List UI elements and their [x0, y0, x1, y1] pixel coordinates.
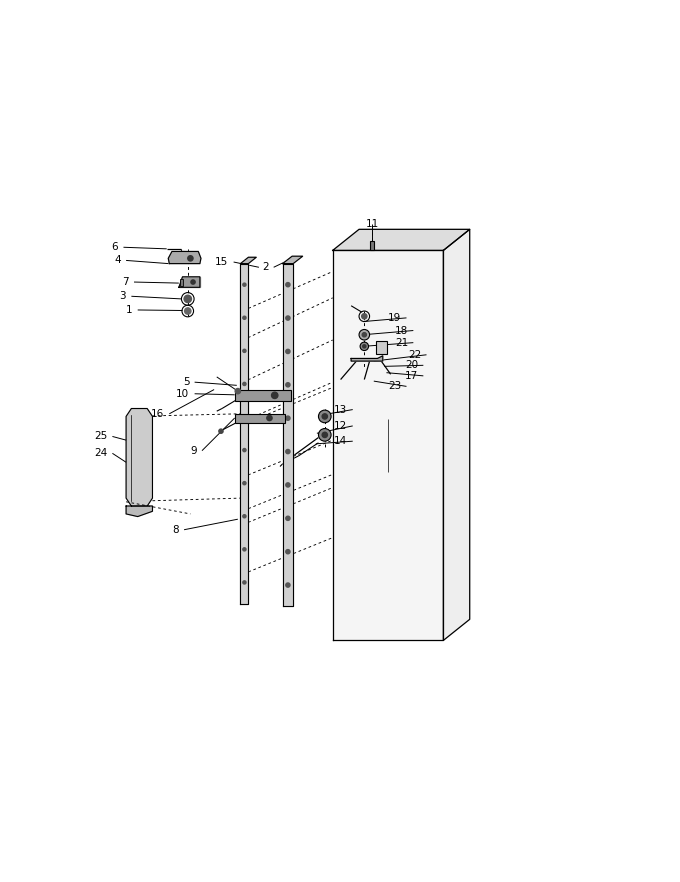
- Polygon shape: [333, 250, 443, 640]
- Text: 25: 25: [94, 431, 107, 442]
- Polygon shape: [283, 256, 303, 264]
- Circle shape: [286, 549, 290, 554]
- Text: 18: 18: [395, 325, 408, 335]
- Text: 12: 12: [334, 421, 347, 431]
- Polygon shape: [351, 355, 383, 361]
- Circle shape: [286, 450, 290, 453]
- Text: 9: 9: [190, 445, 197, 456]
- Polygon shape: [168, 251, 201, 264]
- Circle shape: [286, 349, 290, 354]
- Circle shape: [219, 429, 223, 433]
- Circle shape: [243, 283, 246, 287]
- Polygon shape: [179, 277, 200, 288]
- Polygon shape: [126, 408, 152, 506]
- Text: 4: 4: [114, 256, 121, 265]
- Bar: [180, 251, 184, 256]
- Text: 7: 7: [122, 277, 129, 287]
- Circle shape: [359, 330, 370, 340]
- Circle shape: [243, 415, 246, 419]
- Circle shape: [188, 256, 193, 261]
- Text: 21: 21: [395, 338, 408, 348]
- Circle shape: [286, 416, 290, 421]
- Circle shape: [243, 349, 246, 353]
- Circle shape: [243, 515, 246, 518]
- Circle shape: [286, 316, 290, 320]
- Bar: [370, 241, 374, 250]
- Text: 14: 14: [334, 437, 347, 446]
- Bar: [235, 390, 290, 400]
- Polygon shape: [241, 264, 248, 603]
- Circle shape: [322, 432, 327, 437]
- Circle shape: [184, 308, 191, 314]
- Circle shape: [243, 316, 246, 319]
- Text: 22: 22: [408, 350, 421, 360]
- Circle shape: [360, 342, 369, 350]
- Bar: [180, 280, 183, 286]
- Polygon shape: [283, 264, 293, 606]
- Circle shape: [243, 449, 246, 452]
- Text: 1: 1: [126, 305, 133, 315]
- Circle shape: [322, 414, 327, 419]
- Circle shape: [243, 548, 246, 551]
- Text: 13: 13: [334, 405, 347, 415]
- Bar: [235, 414, 286, 423]
- Text: 24: 24: [94, 448, 107, 459]
- Text: 6: 6: [112, 243, 118, 252]
- Circle shape: [184, 295, 192, 303]
- Text: 10: 10: [176, 389, 189, 399]
- Circle shape: [362, 345, 366, 348]
- Text: 8: 8: [172, 525, 179, 534]
- Text: 17: 17: [405, 370, 418, 381]
- Bar: [377, 341, 387, 355]
- Circle shape: [362, 333, 367, 337]
- Text: 16: 16: [151, 408, 164, 419]
- Circle shape: [243, 581, 246, 584]
- Circle shape: [243, 482, 246, 485]
- Circle shape: [318, 429, 331, 441]
- Text: 15: 15: [215, 257, 228, 267]
- Circle shape: [271, 392, 278, 399]
- Circle shape: [362, 314, 367, 319]
- Text: 11: 11: [366, 219, 379, 229]
- Text: 2: 2: [262, 262, 269, 273]
- Circle shape: [267, 415, 272, 421]
- Circle shape: [243, 382, 246, 385]
- Polygon shape: [443, 229, 470, 640]
- Circle shape: [286, 482, 290, 487]
- Circle shape: [286, 383, 290, 387]
- Text: 19: 19: [388, 313, 401, 323]
- Circle shape: [318, 410, 331, 422]
- Circle shape: [286, 516, 290, 520]
- Text: 20: 20: [405, 361, 418, 370]
- Polygon shape: [126, 506, 152, 517]
- Text: 3: 3: [120, 291, 126, 302]
- Text: 5: 5: [183, 377, 189, 387]
- Polygon shape: [333, 229, 470, 250]
- Circle shape: [286, 583, 290, 587]
- Circle shape: [286, 282, 290, 287]
- Text: 23: 23: [388, 381, 401, 392]
- Polygon shape: [241, 258, 256, 264]
- Circle shape: [191, 280, 195, 284]
- Circle shape: [235, 388, 241, 393]
